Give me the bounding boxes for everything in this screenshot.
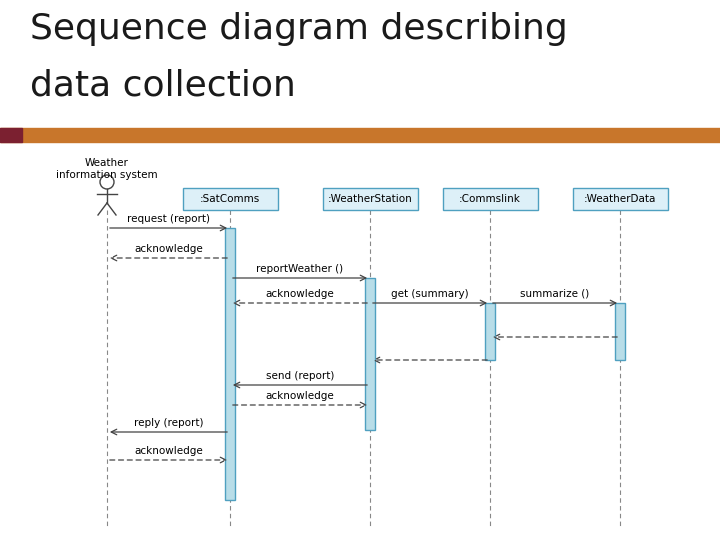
Text: acknowledge: acknowledge <box>266 391 334 401</box>
Text: Sequence diagram describing: Sequence diagram describing <box>30 12 568 46</box>
Text: request (report): request (report) <box>127 214 210 224</box>
Text: data collection: data collection <box>30 68 296 102</box>
Text: acknowledge: acknowledge <box>134 446 203 456</box>
Text: reply (report): reply (report) <box>134 418 203 428</box>
Text: Weather
information system: Weather information system <box>56 158 158 180</box>
Text: acknowledge: acknowledge <box>134 244 203 254</box>
Text: :WeatherStation: :WeatherStation <box>328 194 413 204</box>
Bar <box>0 128 22 142</box>
Bar <box>225 228 235 500</box>
Text: get (summary): get (summary) <box>391 289 469 299</box>
Bar <box>0 128 720 142</box>
Bar <box>572 188 667 210</box>
Bar <box>365 278 375 430</box>
Text: send (report): send (report) <box>266 371 334 381</box>
Bar <box>615 303 625 360</box>
Bar <box>182 188 277 210</box>
Bar <box>443 188 538 210</box>
Text: :SatComms: :SatComms <box>200 194 260 204</box>
Bar <box>485 303 495 360</box>
Text: reportWeather (): reportWeather () <box>256 264 343 274</box>
Text: :Commslink: :Commslink <box>459 194 521 204</box>
Text: summarize (): summarize () <box>521 289 590 299</box>
Text: :WeatherData: :WeatherData <box>584 194 656 204</box>
Text: acknowledge: acknowledge <box>266 289 334 299</box>
Bar <box>323 188 418 210</box>
